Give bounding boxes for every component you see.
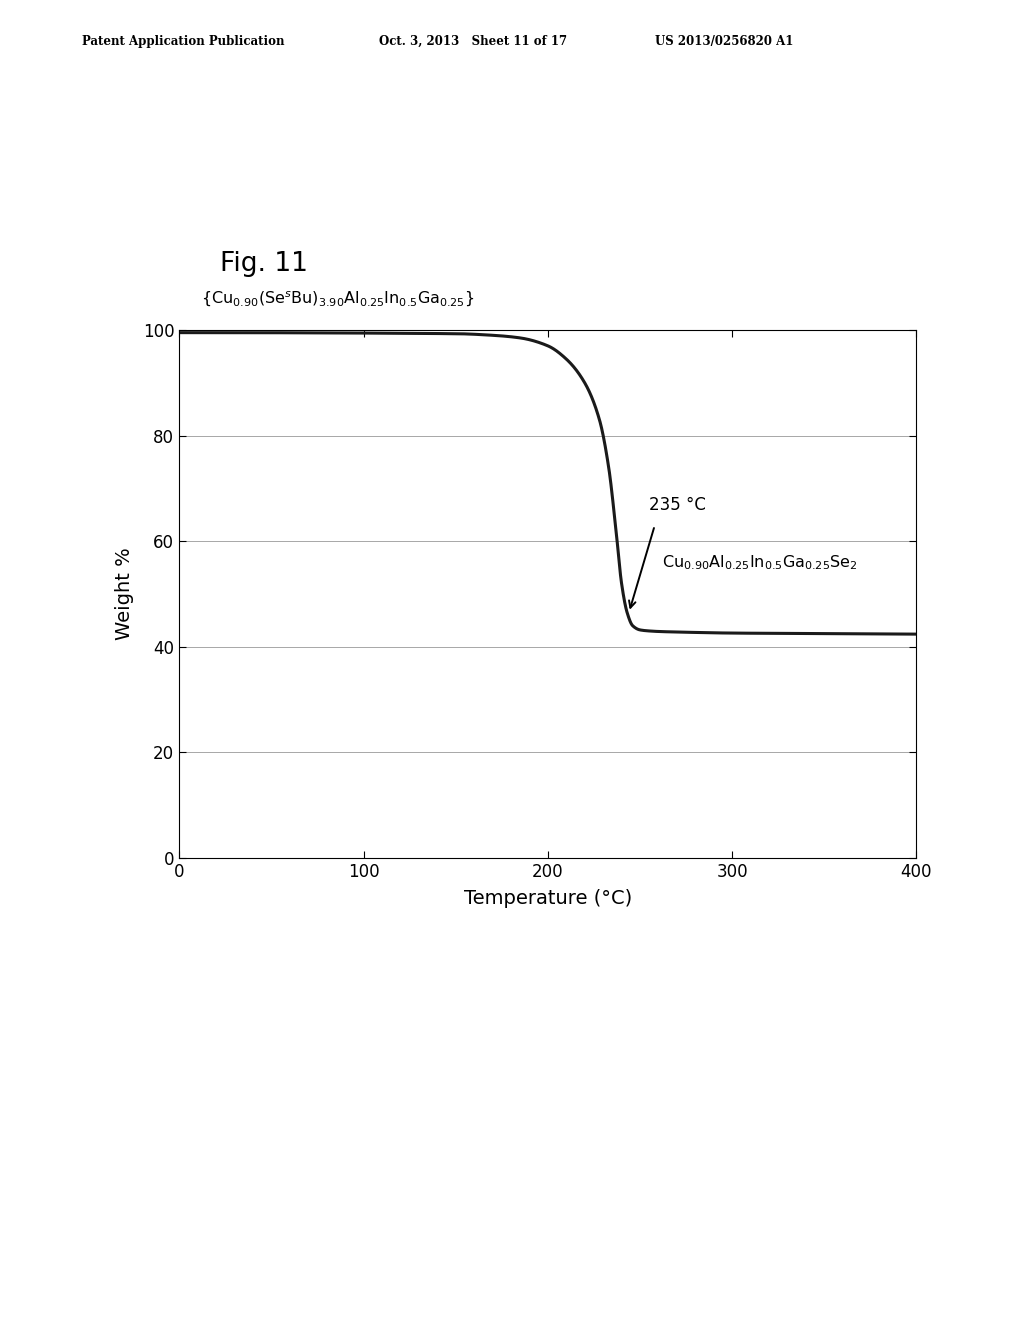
Text: Cu$_{0.90}$Al$_{0.25}$In$_{0.5}$Ga$_{0.25}$Se$_2$: Cu$_{0.90}$Al$_{0.25}$In$_{0.5}$Ga$_{0.2… [663,553,858,573]
Text: Oct. 3, 2013   Sheet 11 of 17: Oct. 3, 2013 Sheet 11 of 17 [379,34,567,48]
Text: Fig. 11: Fig. 11 [220,251,308,277]
Y-axis label: Weight %: Weight % [116,548,134,640]
Text: US 2013/0256820 A1: US 2013/0256820 A1 [655,34,794,48]
X-axis label: Temperature (°C): Temperature (°C) [464,890,632,908]
Text: Patent Application Publication: Patent Application Publication [82,34,285,48]
Text: $\{$Cu$_{0.90}$(Se$^s$Bu)$_{3.90}$Al$_{0.25}$In$_{0.5}$Ga$_{0.25}$$\}$: $\{$Cu$_{0.90}$(Se$^s$Bu)$_{3.90}$Al$_{0… [202,290,475,309]
Text: 235 °C: 235 °C [649,495,707,513]
